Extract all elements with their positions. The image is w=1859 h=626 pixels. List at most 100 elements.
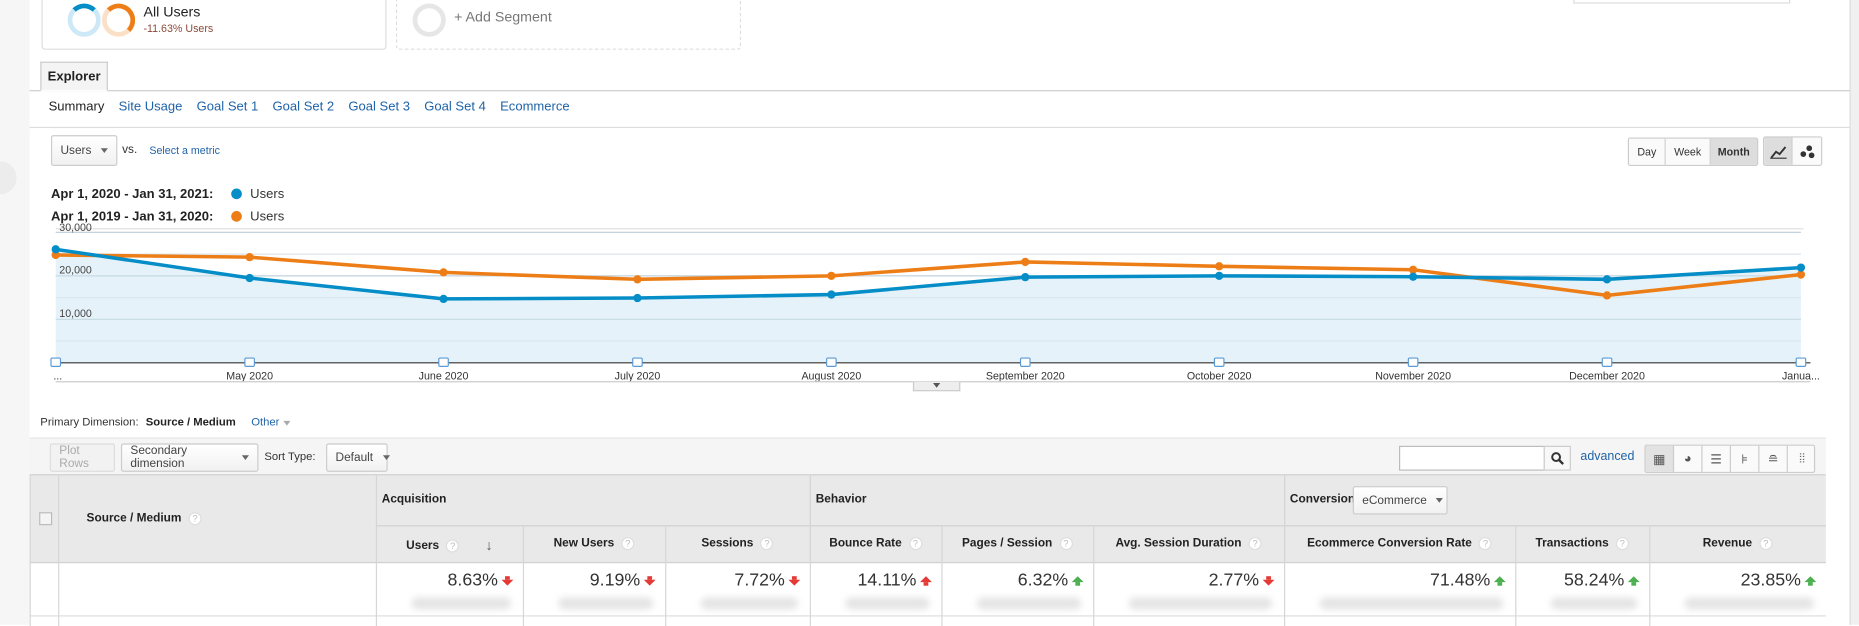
data-point — [1021, 273, 1030, 282]
total-pages-session: 6.32% — [941, 570, 1084, 591]
chart-legend: Apr 1, 2020 - Jan 31, 2021: Users Apr 1,… — [51, 183, 284, 228]
subtab-goal-set-1[interactable]: Goal Set 1 — [196, 99, 259, 114]
column-divider — [1093, 525, 1095, 626]
plot-rows-label: Plot Rows — [59, 444, 89, 471]
segment-name: All Users — [143, 3, 201, 21]
chart-expand-handle[interactable] — [912, 381, 961, 392]
subtab-bar: Summary Site Usage Goal Set 1 Goal Set 2 Goa… — [49, 100, 570, 114]
legend-dot-icon — [231, 188, 242, 200]
table-view-icon[interactable]: ▦ — [1645, 445, 1675, 472]
left-gutter — [0, 0, 30, 625]
bar-view-icon[interactable]: ☰ — [1703, 445, 1731, 472]
header-pages-session[interactable]: Pages / Session? — [941, 537, 1093, 551]
subtab-goal-set-4[interactable]: Goal Set 4 — [424, 99, 486, 114]
annotation-marker-icon — [1213, 357, 1225, 367]
x-tick-label: December 2020 — [1569, 370, 1645, 382]
help-icon[interactable]: ? — [908, 537, 922, 551]
header-new-users[interactable]: New Users? — [523, 537, 665, 551]
help-icon[interactable]: ? — [621, 537, 635, 551]
header-sessions[interactable]: Sessions? — [665, 537, 810, 551]
secondary-dimension-dropdown[interactable]: Secondary dimension — [120, 443, 259, 472]
percent-change: 23.85% — [1740, 570, 1801, 591]
pivot-view-icon[interactable]: ⦙⦙ — [1799, 451, 1806, 466]
header-label: Avg. Session Duration — [1115, 537, 1242, 551]
data-point — [439, 294, 448, 304]
plot-rows-button[interactable]: Plot Rows — [49, 443, 116, 472]
help-icon[interactable]: ? — [1478, 537, 1493, 551]
granularity-day[interactable]: Day — [1629, 138, 1666, 165]
help-icon[interactable]: ? — [1759, 537, 1773, 551]
column-divider — [29, 475, 31, 626]
subtab-summary[interactable]: Summary — [48, 99, 105, 114]
x-tick-label: September 2020 — [986, 370, 1065, 382]
subtab-goal-set-2[interactable]: Goal Set 2 — [272, 99, 335, 114]
comparison-view-icon[interactable]: ⊧ — [1731, 445, 1760, 472]
help-icon[interactable]: ? — [188, 512, 202, 526]
help-icon[interactable]: ? — [1615, 537, 1629, 551]
sort-type-value: Default — [335, 451, 374, 465]
granularity-month[interactable]: Month — [1710, 138, 1757, 165]
subtab-site-usage[interactable]: Site Usage — [118, 99, 183, 114]
header-label: Source / Medium — [86, 512, 182, 526]
select-all-checkbox[interactable] — [39, 512, 53, 526]
data-point — [1021, 257, 1030, 267]
annotation-marker-icon — [826, 357, 837, 367]
metric-dropdown[interactable]: Users — [50, 135, 118, 166]
x-tick-label: Janua... — [1782, 370, 1820, 382]
data-point — [1215, 262, 1224, 271]
data-point — [1215, 271, 1224, 280]
help-icon[interactable]: ? — [1248, 537, 1262, 551]
sidebar-toggle[interactable] — [0, 161, 17, 195]
header-label: Transactions — [1535, 537, 1609, 551]
help-icon[interactable]: ? — [1059, 537, 1073, 551]
line-chart-icon[interactable] — [1764, 137, 1793, 165]
sort-arrow-down-icon[interactable]: ↓ — [485, 537, 493, 554]
primary-dimension-other[interactable]: Other — [251, 416, 291, 429]
sort-type-dropdown[interactable]: Default — [326, 443, 390, 472]
header-transactions[interactable]: Transactions? — [1515, 537, 1649, 551]
search-button[interactable] — [1543, 445, 1571, 471]
header-label: Pages / Session — [962, 537, 1053, 551]
date-range-box[interactable] — [1573, 0, 1791, 4]
chevron-down-icon — [241, 455, 249, 461]
help-icon[interactable]: ? — [760, 537, 774, 551]
chart-type-buttons — [1762, 136, 1823, 166]
select-metric-link[interactable]: Select a metric — [149, 144, 220, 157]
x-tick-label: November 2020 — [1375, 370, 1451, 382]
primary-dimension-source-medium[interactable]: Source / Medium — [145, 416, 236, 430]
data-point — [245, 273, 254, 283]
subtab-ecommerce[interactable]: Ecommerce — [500, 99, 570, 114]
header-ecommerce-conversion-rate[interactable]: Ecommerce Conversion Rate? — [1284, 537, 1515, 551]
granularity-week[interactable]: Week — [1665, 138, 1711, 165]
header-avg-session-duration[interactable]: Avg. Session Duration? — [1093, 537, 1284, 551]
segment-card-all-users[interactable]: All Users -11.63% Users — [41, 0, 387, 50]
percent-change: 2.77% — [1208, 570, 1260, 591]
total-new-users: 9.19% — [523, 570, 656, 590]
advanced-filter-link[interactable]: advanced — [1580, 449, 1635, 464]
header-source-medium[interactable]: Source / Medium? — [86, 512, 202, 526]
arrow-down-icon — [788, 576, 801, 586]
help-icon[interactable]: ? — [446, 538, 460, 552]
header-users[interactable]: Users? ↓ — [376, 537, 523, 554]
add-segment-button[interactable]: + Add Segment — [395, 0, 741, 50]
group-label: Behavior — [815, 493, 867, 507]
motion-chart-icon[interactable] — [1792, 137, 1822, 165]
add-segment-label: + Add Segment — [454, 8, 552, 25]
column-divider — [1515, 525, 1517, 626]
table-search-input[interactable] — [1399, 445, 1545, 471]
term-cloud-icon[interactable]: ≘ — [1759, 445, 1788, 472]
series-line — [55, 253, 1802, 298]
header-revenue[interactable]: Revenue? — [1649, 537, 1826, 551]
conversions-dropdown[interactable]: eCommerce — [1352, 486, 1448, 515]
data-point — [1796, 263, 1806, 272]
header-label: Ecommerce Conversion Rate — [1307, 537, 1472, 551]
tab-explorer[interactable]: Explorer — [40, 61, 108, 92]
pie-view-icon[interactable]: ◕ — [1674, 445, 1703, 472]
scrollbar[interactable] — [1849, 0, 1859, 625]
total-revenue: 23.85% — [1649, 570, 1817, 591]
subtab-goal-set-3[interactable]: Goal Set 3 — [348, 99, 411, 114]
header-bounce-rate[interactable]: Bounce Rate? — [810, 537, 942, 551]
annotation-marker-icon — [438, 357, 449, 367]
percent-change: 6.32% — [1017, 570, 1069, 591]
column-divider — [809, 475, 811, 626]
